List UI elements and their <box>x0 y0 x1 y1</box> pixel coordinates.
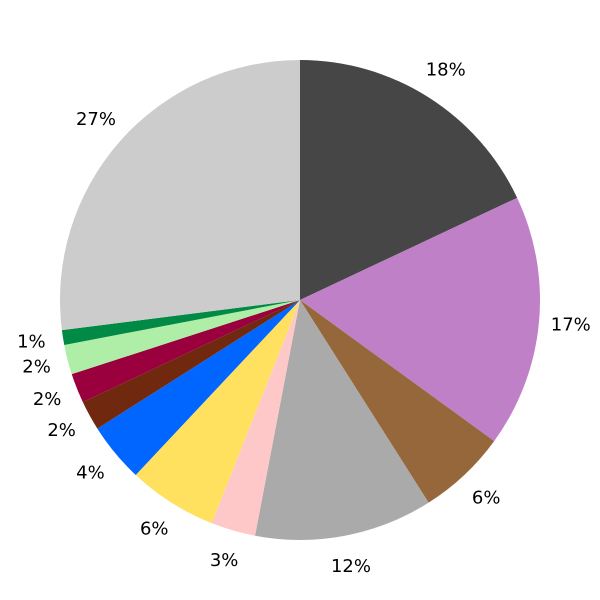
slice-label: 2% <box>33 389 62 410</box>
slice-label: 1% <box>17 332 46 353</box>
pie-slice <box>71 300 301 403</box>
slice-label: 12% <box>331 556 371 577</box>
pie-slice <box>300 300 495 503</box>
slice-label: 6% <box>140 519 169 540</box>
pie-slice <box>59 60 300 331</box>
pie-slice <box>255 300 429 540</box>
pie-slice <box>97 300 300 475</box>
pie-slice <box>300 197 540 442</box>
slice-label: 17% <box>551 315 591 336</box>
slice-label: 3% <box>210 550 239 571</box>
pie-slice <box>300 60 518 300</box>
slice-label: 27% <box>76 109 116 130</box>
pie-slice <box>211 300 300 536</box>
pie-slice <box>64 300 300 375</box>
slice-label: 18% <box>426 59 466 80</box>
slice-label: 2% <box>22 357 51 378</box>
pie-slice <box>135 300 300 524</box>
slice-label: 2% <box>47 420 76 441</box>
pie-slice <box>61 300 300 345</box>
slice-label: 6% <box>472 487 501 508</box>
slice-label: 4% <box>76 462 105 483</box>
pie-slice <box>82 300 300 429</box>
